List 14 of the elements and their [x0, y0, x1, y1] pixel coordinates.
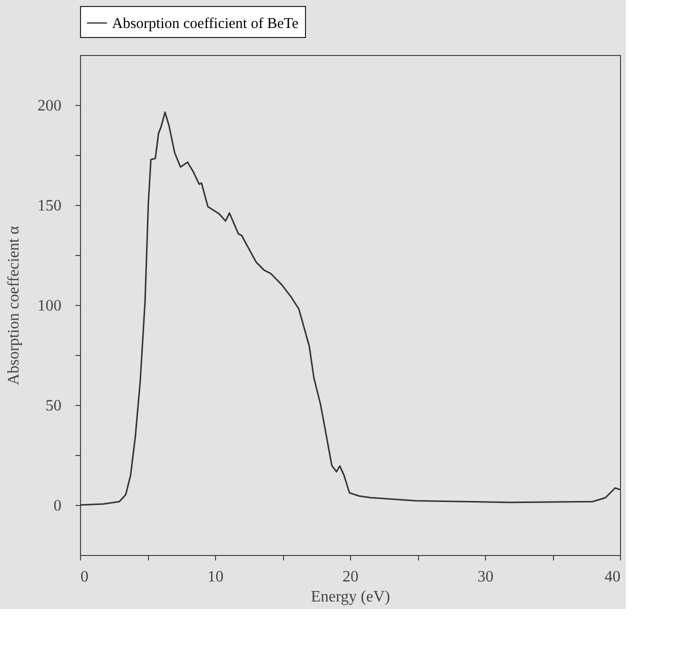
line-series: [79, 111, 621, 506]
y-tick-label: 0: [54, 498, 62, 514]
x-tick-label: 10: [208, 568, 224, 586]
x-tick-label: 30: [478, 568, 494, 586]
y-tick-label: 100: [38, 298, 62, 314]
legend-label: Absorption coefficient of BeTe: [112, 16, 299, 32]
x-tick-label: 0: [80, 568, 88, 586]
x-axis-title: Energy (eV): [310, 588, 390, 606]
y-tick-label: 50: [46, 398, 62, 414]
x-tick-label: 20: [342, 568, 358, 586]
y-tick-label: 200: [38, 98, 62, 114]
y-tick-label: 150: [38, 198, 62, 214]
y-axis-title: Absorption coeffecient α: [6, 225, 22, 386]
x-tick-label: 40: [604, 568, 620, 586]
